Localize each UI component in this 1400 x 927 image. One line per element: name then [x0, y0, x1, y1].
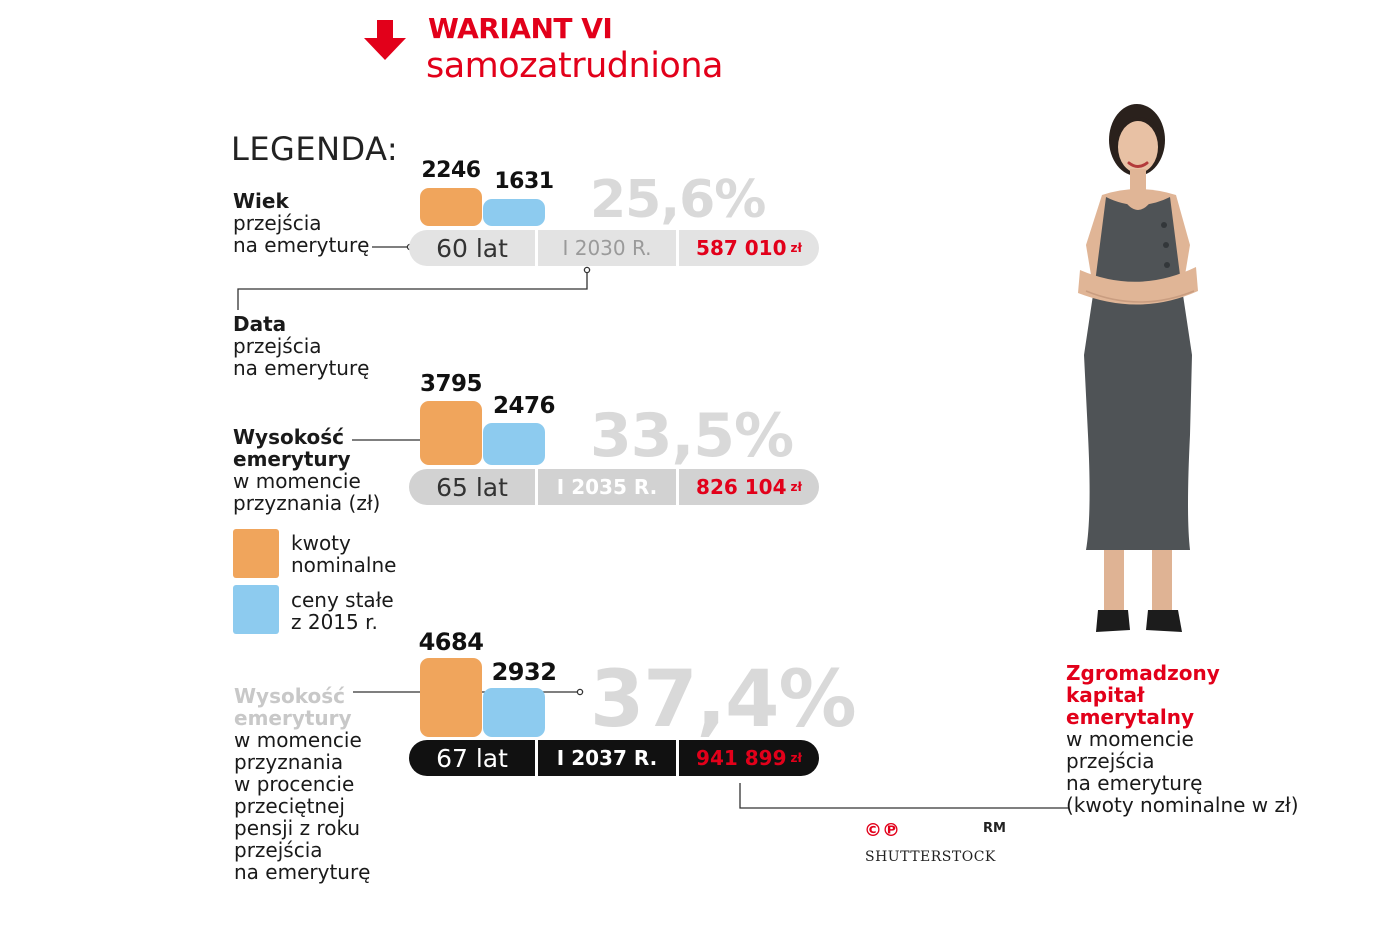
data-label-real: 1631 — [494, 168, 554, 194]
page-title: WARIANT VI — [428, 12, 613, 45]
capital-note-line: przejścia — [1066, 749, 1155, 773]
bar-real — [483, 423, 545, 465]
bar-nominal — [420, 401, 482, 465]
capital-label: 826 104 zł — [679, 469, 819, 505]
capital-label: 587 010 zł — [679, 230, 819, 266]
legend-amount-bold: emerytury — [233, 447, 351, 471]
down-arrow-icon — [364, 20, 406, 60]
legend-percent-line: przeciętnej — [234, 794, 345, 818]
legend-percent-bold: emerytury — [234, 706, 352, 730]
legend-amount: Wysokość emerytury w momencie przyznania… — [233, 426, 380, 514]
age-label: 67 lat — [436, 743, 508, 773]
legend-date: Data przejścia na emeryturę — [233, 313, 369, 379]
capital-note-bold: emerytalny — [1066, 705, 1195, 729]
legend-nominal-line: nominalne — [291, 553, 397, 577]
bar-nominal — [420, 188, 482, 226]
capital-note-bold: Zgromadzony — [1066, 661, 1220, 685]
replacement-rate-label: 33,5% — [590, 401, 794, 471]
legend-percent: Wysokość emerytury w momencie przyznania… — [234, 685, 370, 883]
legend-real-line: z 2015 r. — [291, 610, 378, 634]
capital-unit: zł — [790, 751, 802, 765]
capital-value: 941 899 — [696, 746, 787, 770]
date-label: I 2037 R. — [535, 740, 679, 776]
legend-date-bold: Data — [233, 312, 287, 336]
age-label: 65 lat — [436, 472, 508, 502]
photo-credit: SHUTTERSTOCK — [865, 849, 996, 865]
copyright-logo: ©℗ — [864, 820, 900, 841]
data-label-real: 2476 — [492, 393, 556, 420]
data-label-nominal: 4684 — [418, 628, 484, 657]
capital-unit: zł — [790, 241, 802, 255]
row-info-pill: 67 lat I 2037 R. 941 899 zł — [409, 740, 819, 776]
legend-percent-line: przyznania — [234, 750, 344, 774]
row-info-pill: 60 lat I 2030 R. 587 010 zł — [409, 230, 819, 266]
bar-real — [483, 687, 545, 737]
legend-percent-line: na emeryturę — [234, 860, 371, 884]
legend-percent-line: przejścia — [234, 838, 323, 862]
legend-nominal: kwoty nominalne — [291, 532, 396, 576]
legend-percent-bold: Wysokość — [234, 684, 346, 708]
capital-note-line: w momencie — [1066, 727, 1194, 751]
bar-nominal — [420, 658, 482, 737]
capital-value: 826 104 — [696, 475, 787, 499]
legend-age-bold: Wiek — [233, 189, 289, 213]
capital-value: 587 010 — [696, 236, 787, 260]
legend-real-line: ceny stałe — [291, 588, 394, 612]
page-subtitle: samozatrudniona — [426, 46, 723, 86]
row-info-pill: 65 lat I 2035 R. 826 104 zł — [409, 469, 819, 505]
legend-percent-line: w momencie — [234, 728, 362, 752]
legend-date-line: przejścia — [233, 334, 322, 358]
replacement-rate-label: 37,4% — [590, 655, 857, 745]
legend-heading: LEGENDA: — [231, 130, 399, 168]
legend-date-line: na emeryturę — [233, 356, 370, 380]
capital-note-line: (kwoty nominalne w zł) — [1066, 793, 1299, 817]
businesswoman-photo — [1078, 104, 1198, 632]
age-label: 60 lat — [436, 233, 508, 263]
legend-age: Wiek przejścia na emeryturę — [233, 190, 369, 256]
credit-rm: RM — [983, 821, 1006, 836]
legend-amount-bold: Wysokość — [233, 425, 345, 449]
data-label-nominal: 3795 — [419, 371, 483, 398]
legend-amount-line: przyznania (zł) — [233, 491, 381, 515]
bar-real — [483, 198, 545, 226]
legend-age-line: na emeryturę — [233, 233, 370, 257]
capital-unit: zł — [790, 480, 802, 494]
date-label: I 2035 R. — [535, 469, 679, 505]
capital-note-bold: kapitał — [1066, 683, 1145, 707]
legend-real: ceny stałe z 2015 r. — [291, 589, 394, 633]
date-label: I 2030 R. — [535, 230, 679, 266]
capital-note-line: na emeryturę — [1066, 771, 1203, 795]
legend-swatch-real — [233, 585, 279, 634]
replacement-rate-label: 25,6% — [590, 170, 766, 230]
data-label-real: 2932 — [491, 657, 557, 686]
legend-nominal-line: kwoty — [291, 531, 351, 555]
legend-amount-line: w momencie — [233, 469, 361, 493]
capital-label: 941 899 zł — [679, 740, 819, 776]
legend-age-line: przejścia — [233, 211, 322, 235]
legend-swatch-nominal — [233, 529, 279, 578]
data-label-nominal: 2246 — [421, 158, 481, 184]
capital-note: Zgromadzony kapitał emerytalny w momenci… — [1066, 662, 1299, 816]
legend-percent-line: w procencie — [234, 772, 355, 796]
legend-percent-line: pensji z roku — [234, 816, 361, 840]
